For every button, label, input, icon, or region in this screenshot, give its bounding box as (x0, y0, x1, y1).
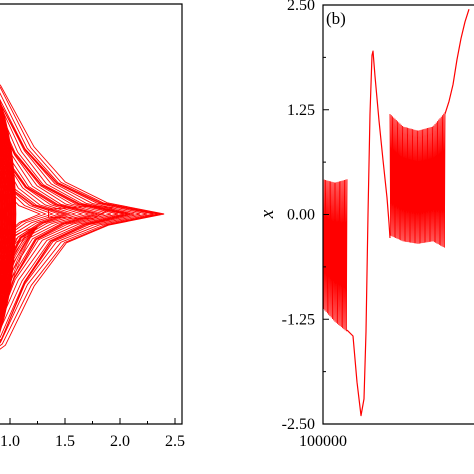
phase-trajectory-dense (0, 99, 17, 334)
phase-trajectory-fan (0, 226, 38, 250)
y-tick-label: 1.25 (287, 102, 315, 119)
time-series-curves (322, 9, 470, 417)
phase-trajectory-dense (0, 103, 16, 330)
phase-small-circle (0, 197, 10, 231)
phase-trajectory-dense (0, 125, 9, 307)
y-tick-label: 2.50 (287, 0, 315, 14)
time-series-oscillation (322, 179, 348, 332)
phase-trajectory-fan (0, 226, 38, 327)
phase-trajectory-loop (0, 86, 161, 347)
time-series-y-tick-labels: 2.50 1.25 0.00 -1.25 -2.50 (282, 0, 315, 433)
phase-trajectory-loop (0, 172, 47, 253)
x-tick-label: 2.0 (110, 433, 130, 450)
phase-trajectory-dense (0, 111, 13, 322)
phase-trajectory-loop (0, 150, 72, 283)
phase-trajectory-loop (0, 110, 128, 324)
phase-trajectory-dense (0, 153, 4, 277)
phase-trajectory-dense (0, 131, 8, 301)
phase-trajectory-loop (0, 92, 158, 344)
panel-b-label: (b) (326, 9, 346, 28)
phase-trajectory-fan (0, 226, 38, 301)
phase-trajectory-loop (0, 103, 131, 331)
phase-portrait-frame (0, 3, 183, 425)
phase-trajectory-loop (0, 145, 91, 289)
y-tick-label: -2.50 (282, 416, 315, 433)
time-series-panel: 2.50 1.25 0.00 -1.25 -2.50 100000 (b) x (257, 0, 474, 450)
x-tick-label: 2.5 (165, 433, 185, 450)
phase-trajectory-loop (0, 178, 42, 251)
phase-trajectory-loop (0, 84, 165, 350)
phase-trajectory-dense (0, 115, 12, 317)
y-axis-label: x (257, 209, 278, 219)
phase-portrait-x-ticks (9, 418, 176, 424)
phase-trajectory-dense (0, 165, 3, 265)
phase-trajectory-loop (0, 146, 84, 290)
phase-trajectory-dense (0, 137, 7, 294)
x-tick-label: 1.5 (55, 433, 75, 450)
phase-trajectory-loop (0, 171, 54, 254)
time-series-oscillation (389, 112, 446, 248)
phase-trajectory-loop (0, 160, 69, 273)
phase-trajectory-fan (0, 226, 38, 258)
time-series-excursion (346, 50, 391, 417)
phase-trajectory-loop (0, 141, 94, 293)
phase-trajectory-loop (0, 170, 61, 258)
phase-trajectory-loop (0, 146, 77, 289)
phase-portrait-x-tick-labels: 1.0 1.5 2.0 2.5 (0, 433, 185, 450)
phase-trajectory-fan (0, 226, 38, 310)
time-series-excursion (444, 9, 470, 115)
phase-trajectory-fan (0, 226, 38, 267)
phase-portrait-curves (0, 84, 165, 350)
phase-trajectory-fan (0, 226, 38, 318)
phase-trajectory-fan (0, 226, 38, 275)
phase-trajectory-fan (0, 226, 38, 284)
phase-trajectory-dense (0, 145, 5, 286)
phase-trajectory-inner_spike (48, 205, 114, 220)
x-tick-label: 1.0 (0, 433, 20, 450)
time-series-ticks (322, 4, 329, 425)
y-tick-label: 0.00 (287, 207, 315, 224)
phase-trajectory-fan (0, 226, 38, 292)
phase-trajectory-dense (0, 107, 14, 326)
phase-portrait-panel: 1.0 1.5 2.0 2.5 (0, 3, 185, 450)
phase-trajectory-loop (0, 167, 66, 265)
y-tick-label: -1.25 (282, 311, 315, 328)
phase-trajectory-loop (0, 101, 135, 339)
phase-trajectory-loop (0, 102, 141, 341)
time-series-x-tick-labels: 100000 (299, 433, 347, 450)
x-tick-label: 100000 (299, 433, 347, 450)
